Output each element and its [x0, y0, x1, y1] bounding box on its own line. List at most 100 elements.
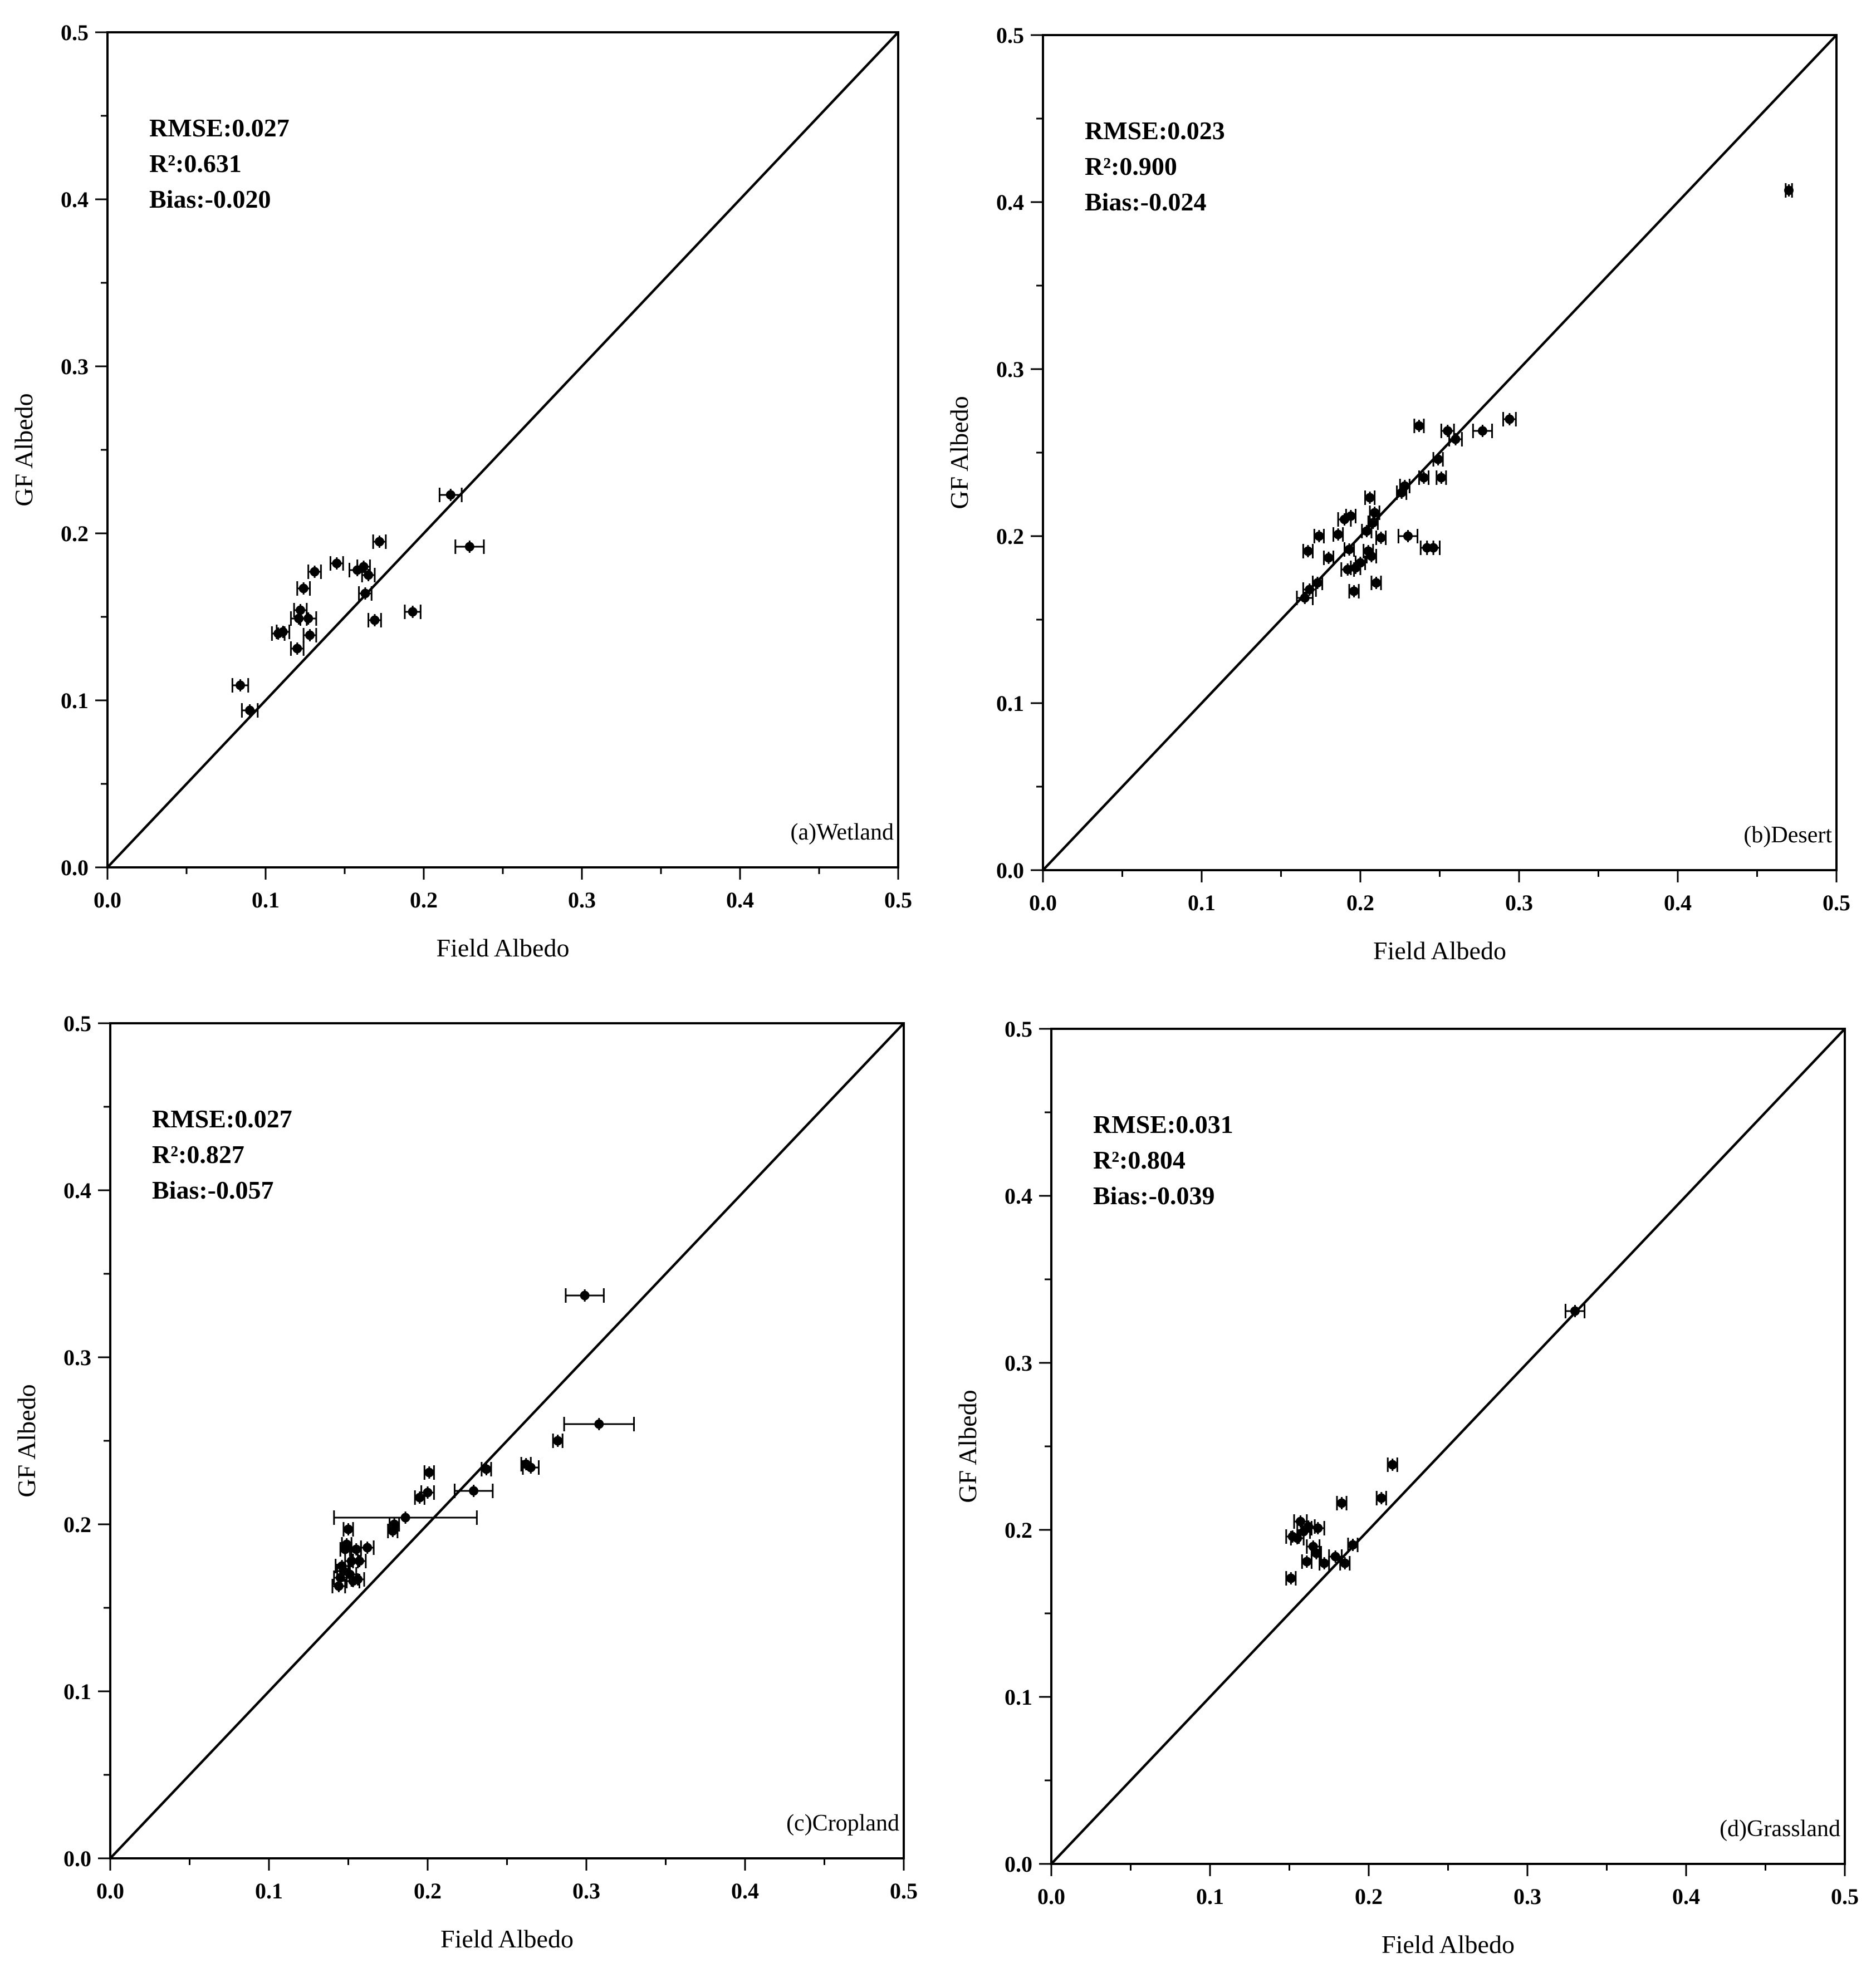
- scatter-marker: [353, 1574, 363, 1584]
- data-point: [1347, 1538, 1359, 1552]
- x-tick-label: 0.1: [1196, 1884, 1224, 1909]
- x-tick-label: 0.3: [572, 1878, 600, 1903]
- data-point: [481, 1462, 492, 1476]
- x-tick-label: 0.4: [726, 887, 754, 912]
- panel-label: (a)Wetland: [790, 819, 894, 845]
- data-point: [404, 605, 422, 619]
- scatter-marker: [1333, 529, 1343, 539]
- data-point: [1364, 490, 1376, 505]
- y-tick-label: 0.5: [63, 1011, 91, 1036]
- y-tick-label: 0.3: [996, 357, 1024, 382]
- scatter-marker: [1414, 421, 1424, 431]
- data-point: [1397, 529, 1419, 543]
- scatter-marker: [481, 1464, 491, 1474]
- scatter-marker: [1344, 544, 1354, 554]
- scatter-marker: [1477, 426, 1487, 436]
- scatter-marker: [236, 680, 246, 690]
- one-to-one-line: [106, 31, 899, 868]
- scatter-marker: [400, 1513, 410, 1523]
- scatter-marker: [1324, 553, 1334, 563]
- data-point: [420, 1485, 435, 1500]
- scatter-marker: [1311, 1548, 1321, 1558]
- y-tick-label: 0.1: [61, 688, 89, 713]
- scatter-marker: [1337, 1498, 1347, 1508]
- scatter-marker: [1313, 1523, 1323, 1533]
- x-axis-title: Field Albedo: [1382, 1930, 1515, 1959]
- scatter-marker: [1505, 414, 1515, 424]
- data-point: [1784, 183, 1794, 198]
- scatter-marker: [245, 705, 255, 715]
- scatter-marker: [526, 1463, 536, 1473]
- data-point: [368, 613, 382, 627]
- data-point: [1345, 509, 1356, 523]
- data-point: [1344, 542, 1355, 557]
- data-point: [1319, 1556, 1330, 1571]
- scatter-marker: [374, 537, 384, 547]
- data-point: [1418, 470, 1430, 485]
- scatter-marker: [1400, 481, 1410, 491]
- scatter-marker: [1376, 533, 1386, 543]
- panel-desert: 0.0 0.1 0.2 0.3 0.4 0.5 0.0 0.1 0.2 0.3 0.4 0.5 Fiel…: [945, 23, 1850, 965]
- scatter-marker: [1355, 558, 1365, 568]
- data-point: [1348, 584, 1360, 598]
- y-tick-label: 0.1: [63, 1679, 91, 1704]
- scatter-marker: [469, 1486, 479, 1496]
- x-tick-label: 0.0: [1029, 890, 1057, 915]
- data-point: [1436, 470, 1447, 485]
- scatter-marker: [292, 644, 302, 654]
- data-point: [372, 534, 387, 549]
- data-point: [276, 625, 291, 639]
- x-tick-label: 0.4: [1664, 890, 1692, 915]
- x-tick-label: 0.2: [414, 1878, 442, 1903]
- scatter-marker: [1784, 185, 1794, 195]
- data-point: [299, 611, 317, 626]
- data-point: [1370, 576, 1382, 590]
- scatter-marker: [342, 1539, 352, 1549]
- x-tick-label: 0.1: [255, 1878, 283, 1903]
- scatter-marker: [553, 1436, 563, 1446]
- data-point: [1502, 412, 1517, 426]
- y-tick-label: 0.2: [63, 1512, 91, 1537]
- scatter-marker: [408, 607, 418, 617]
- x-tick-label: 0.0: [96, 1878, 124, 1903]
- scatter-marker: [464, 542, 474, 552]
- panel-label: (c)Cropland: [786, 1810, 899, 1836]
- y-tick-label: 0.0: [61, 855, 89, 880]
- data-point: [453, 1484, 494, 1498]
- data-point: [1336, 1496, 1348, 1510]
- data-point: [1413, 419, 1425, 433]
- x-tick-label: 0.1: [252, 887, 280, 912]
- x-tick-label: 0.2: [1346, 890, 1374, 915]
- x-tick-label: 0.2: [1355, 1884, 1383, 1909]
- panel-label: (b)Desert: [1743, 822, 1832, 848]
- y-tick-label: 0.4: [61, 187, 89, 212]
- data-point: [1448, 432, 1463, 446]
- stat-rmse: RMSE:0.027: [149, 114, 290, 142]
- data-point: [563, 1417, 635, 1431]
- scatter-marker: [360, 588, 370, 598]
- scatter-marker: [1302, 1557, 1312, 1567]
- scatter-marker: [303, 614, 314, 624]
- x-tick-label: 0.5: [884, 887, 912, 912]
- y-tick-label: 0.0: [996, 858, 1024, 883]
- scatter-marker: [1368, 518, 1378, 528]
- panel-wetland: 0.0 0.1 0.2 0.3 0.4 0.5 0.0 0.1 0.2 0.3 0.4 0.5 Fiel…: [9, 20, 912, 962]
- data-point: [342, 1522, 354, 1537]
- data-point: [1432, 452, 1444, 467]
- x-tick-label: 0.3: [568, 887, 596, 912]
- data-point: [1369, 506, 1380, 520]
- scatter-marker: [594, 1419, 604, 1429]
- y-tick-label: 0.0: [1005, 1852, 1032, 1877]
- y-tick-label: 0.3: [61, 354, 89, 379]
- x-axis-title: Field Albedo: [440, 1925, 574, 1953]
- panel-label: (d)Grassland: [1720, 1816, 1840, 1842]
- x-tick-label: 0.5: [890, 1878, 918, 1903]
- scatter-marker: [1314, 531, 1324, 541]
- x-tick-label: 0.4: [1672, 1884, 1700, 1909]
- y-tick-label: 0.1: [1005, 1685, 1032, 1710]
- stat-bias: Bias:-0.020: [149, 185, 271, 213]
- scatter-marker: [364, 570, 374, 580]
- data-point: [361, 568, 376, 582]
- scatter-marker: [344, 1524, 353, 1534]
- scatter-marker: [423, 1488, 433, 1498]
